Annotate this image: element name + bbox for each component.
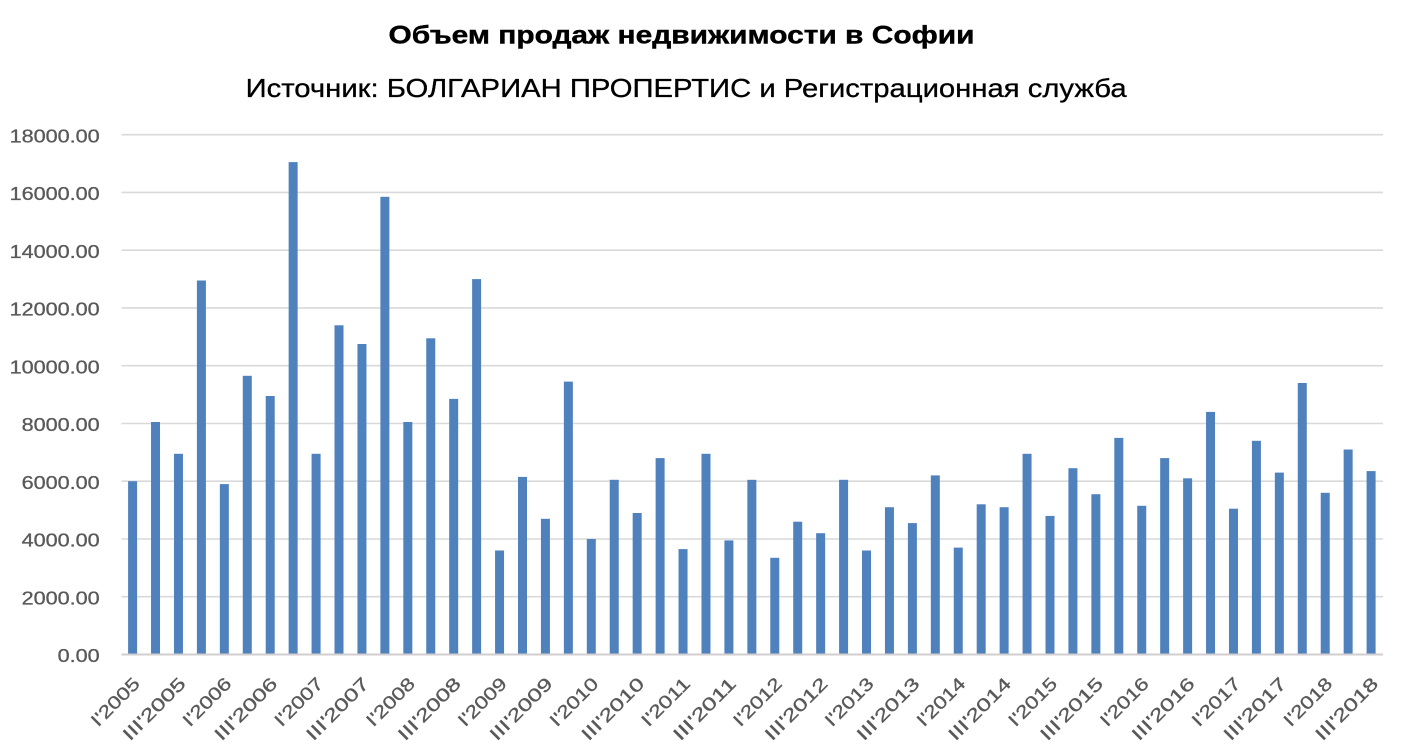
svg-text:12000.00: 12000.00 [10, 300, 100, 320]
svg-text:4000.00: 4000.00 [22, 531, 100, 551]
svg-text:6000.00: 6000.00 [22, 473, 100, 493]
svg-text:10000.00: 10000.00 [10, 357, 100, 377]
svg-text:8000.00: 8000.00 [22, 415, 100, 435]
svg-text:14000.00: 14000.00 [10, 242, 100, 262]
svg-text:18000.00: 18000.00 [10, 126, 100, 146]
svg-text:Источник: БОЛГАРИАН ПРОПЕРТИС: Источник: БОЛГАРИАН ПРОПЕРТИС и Регистра… [246, 73, 1128, 103]
svg-text:2000.00: 2000.00 [22, 588, 100, 608]
svg-text:16000.00: 16000.00 [10, 184, 100, 204]
svg-text:0.00: 0.00 [58, 646, 100, 666]
svg-text:Объем продаж недвижимости в Со: Объем продаж недвижимости в Софии [389, 21, 975, 49]
